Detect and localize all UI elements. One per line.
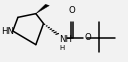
Text: O: O: [85, 33, 92, 42]
Text: HN: HN: [1, 26, 14, 36]
Text: O: O: [69, 6, 76, 15]
Text: NH: NH: [59, 35, 72, 44]
Text: H: H: [59, 45, 64, 51]
Polygon shape: [36, 4, 49, 14]
